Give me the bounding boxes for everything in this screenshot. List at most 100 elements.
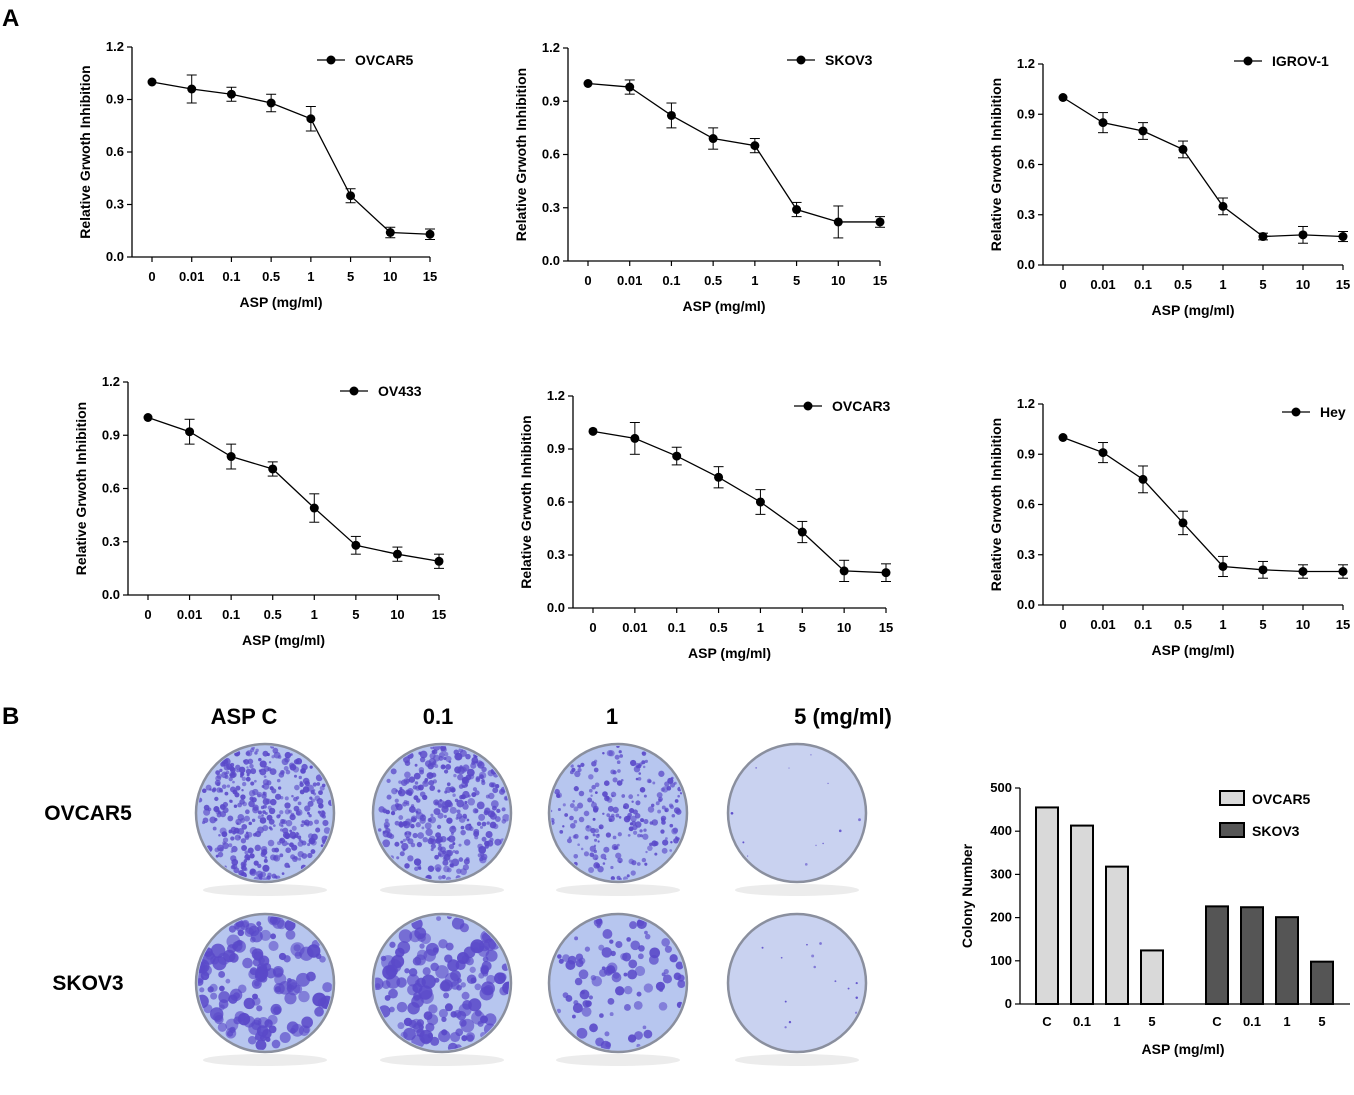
colony-dot — [636, 794, 640, 797]
colony-dot — [827, 782, 829, 785]
colony-dot — [639, 829, 643, 833]
colony-dot — [441, 805, 449, 813]
colony-dot — [240, 838, 247, 844]
colony-dot — [677, 979, 685, 988]
colony-dot — [382, 839, 391, 848]
colony-dot — [855, 996, 858, 1000]
x-tick-label: 5 — [347, 269, 354, 284]
colony-dot — [592, 817, 596, 821]
colony-dot — [671, 827, 678, 835]
colony-dot — [432, 749, 438, 755]
colony-dot — [298, 775, 302, 780]
colony-dot — [432, 746, 441, 751]
colony-dot — [397, 941, 411, 954]
y-tick-label: 0.3 — [106, 197, 124, 212]
column-header: ASP C — [211, 704, 278, 729]
colony-dot — [465, 857, 470, 862]
colony-dot — [615, 986, 625, 996]
colony-dot — [485, 830, 493, 839]
colony-dot — [230, 850, 234, 853]
colony-dot — [628, 794, 634, 800]
data-point — [1098, 118, 1108, 128]
colony-dot — [254, 751, 258, 755]
colony-dot — [262, 791, 267, 796]
colony-dot — [278, 814, 281, 817]
colony-dot — [632, 830, 638, 835]
colony-dot — [590, 827, 596, 834]
colony-dot — [402, 838, 406, 842]
x-tick-label: 5 — [1259, 617, 1266, 632]
x-tick-label: 1 — [751, 273, 758, 288]
series-line — [147, 416, 440, 562]
y-tick-label: 0.0 — [542, 253, 560, 268]
colony-dot — [629, 921, 637, 930]
colony-dot — [230, 836, 235, 841]
colony-dot — [284, 919, 296, 931]
colony-dot — [289, 763, 297, 771]
colony-dot — [577, 843, 580, 847]
x-tick-label: 15 — [432, 607, 446, 622]
colony-dot — [232, 863, 238, 870]
data-point — [588, 426, 598, 436]
colony-dot — [661, 805, 666, 810]
colony-dot — [603, 846, 610, 853]
colony-dot — [267, 839, 275, 847]
colony-dot — [659, 988, 664, 992]
colony-dot — [404, 832, 408, 835]
data-point — [625, 82, 635, 92]
colony-dot — [251, 818, 256, 823]
colony-dot — [594, 791, 598, 794]
colony-dot — [268, 826, 272, 830]
colony-dot — [662, 974, 673, 984]
colony-dot — [813, 965, 816, 969]
colony-dot — [621, 794, 626, 798]
colony-dot — [296, 796, 300, 800]
colony-dot — [460, 829, 466, 836]
colony-dot — [300, 823, 304, 828]
colony-dot — [462, 864, 470, 871]
colony-dot — [595, 833, 600, 839]
colony-dot — [262, 877, 268, 880]
colony-dot — [279, 853, 284, 858]
colony-dot — [447, 959, 460, 972]
colony-dot — [233, 1016, 242, 1025]
colony-dot — [643, 828, 647, 832]
colony-dot — [460, 825, 465, 830]
colony-dot — [198, 974, 204, 984]
colony-dot — [293, 774, 298, 778]
colony-dot — [259, 929, 271, 941]
colony-dot — [284, 796, 289, 801]
colony-dot — [422, 794, 428, 801]
colony-dot — [421, 974, 436, 989]
dish-shadow — [555, 884, 681, 896]
colony-dot — [838, 829, 842, 833]
bar — [1205, 905, 1229, 1005]
data-point — [268, 464, 278, 474]
colony-dot — [580, 847, 584, 851]
colony-dot — [378, 828, 382, 832]
legend-marker — [349, 386, 359, 396]
colony-dot — [674, 799, 679, 803]
colony-dot — [241, 845, 248, 851]
colony-dot — [615, 846, 619, 850]
colony-dot — [637, 764, 642, 769]
colony-dot — [438, 1008, 448, 1018]
colony-dot — [607, 997, 615, 1005]
colony-dot — [480, 966, 489, 975]
colony-dot — [242, 957, 253, 969]
colony-dot — [266, 814, 273, 821]
colony-dot — [588, 788, 593, 793]
data-point — [1058, 93, 1068, 102]
colony-dot — [245, 768, 252, 775]
colony-dot — [308, 814, 312, 818]
colony-dot — [442, 856, 447, 861]
colony-dot — [583, 810, 590, 817]
colony-dot — [578, 790, 585, 797]
colony-dot — [410, 842, 416, 848]
colony-dot — [226, 784, 231, 788]
colony-dot — [450, 787, 456, 793]
colony-dot — [472, 787, 478, 792]
colony-dot — [481, 780, 486, 786]
